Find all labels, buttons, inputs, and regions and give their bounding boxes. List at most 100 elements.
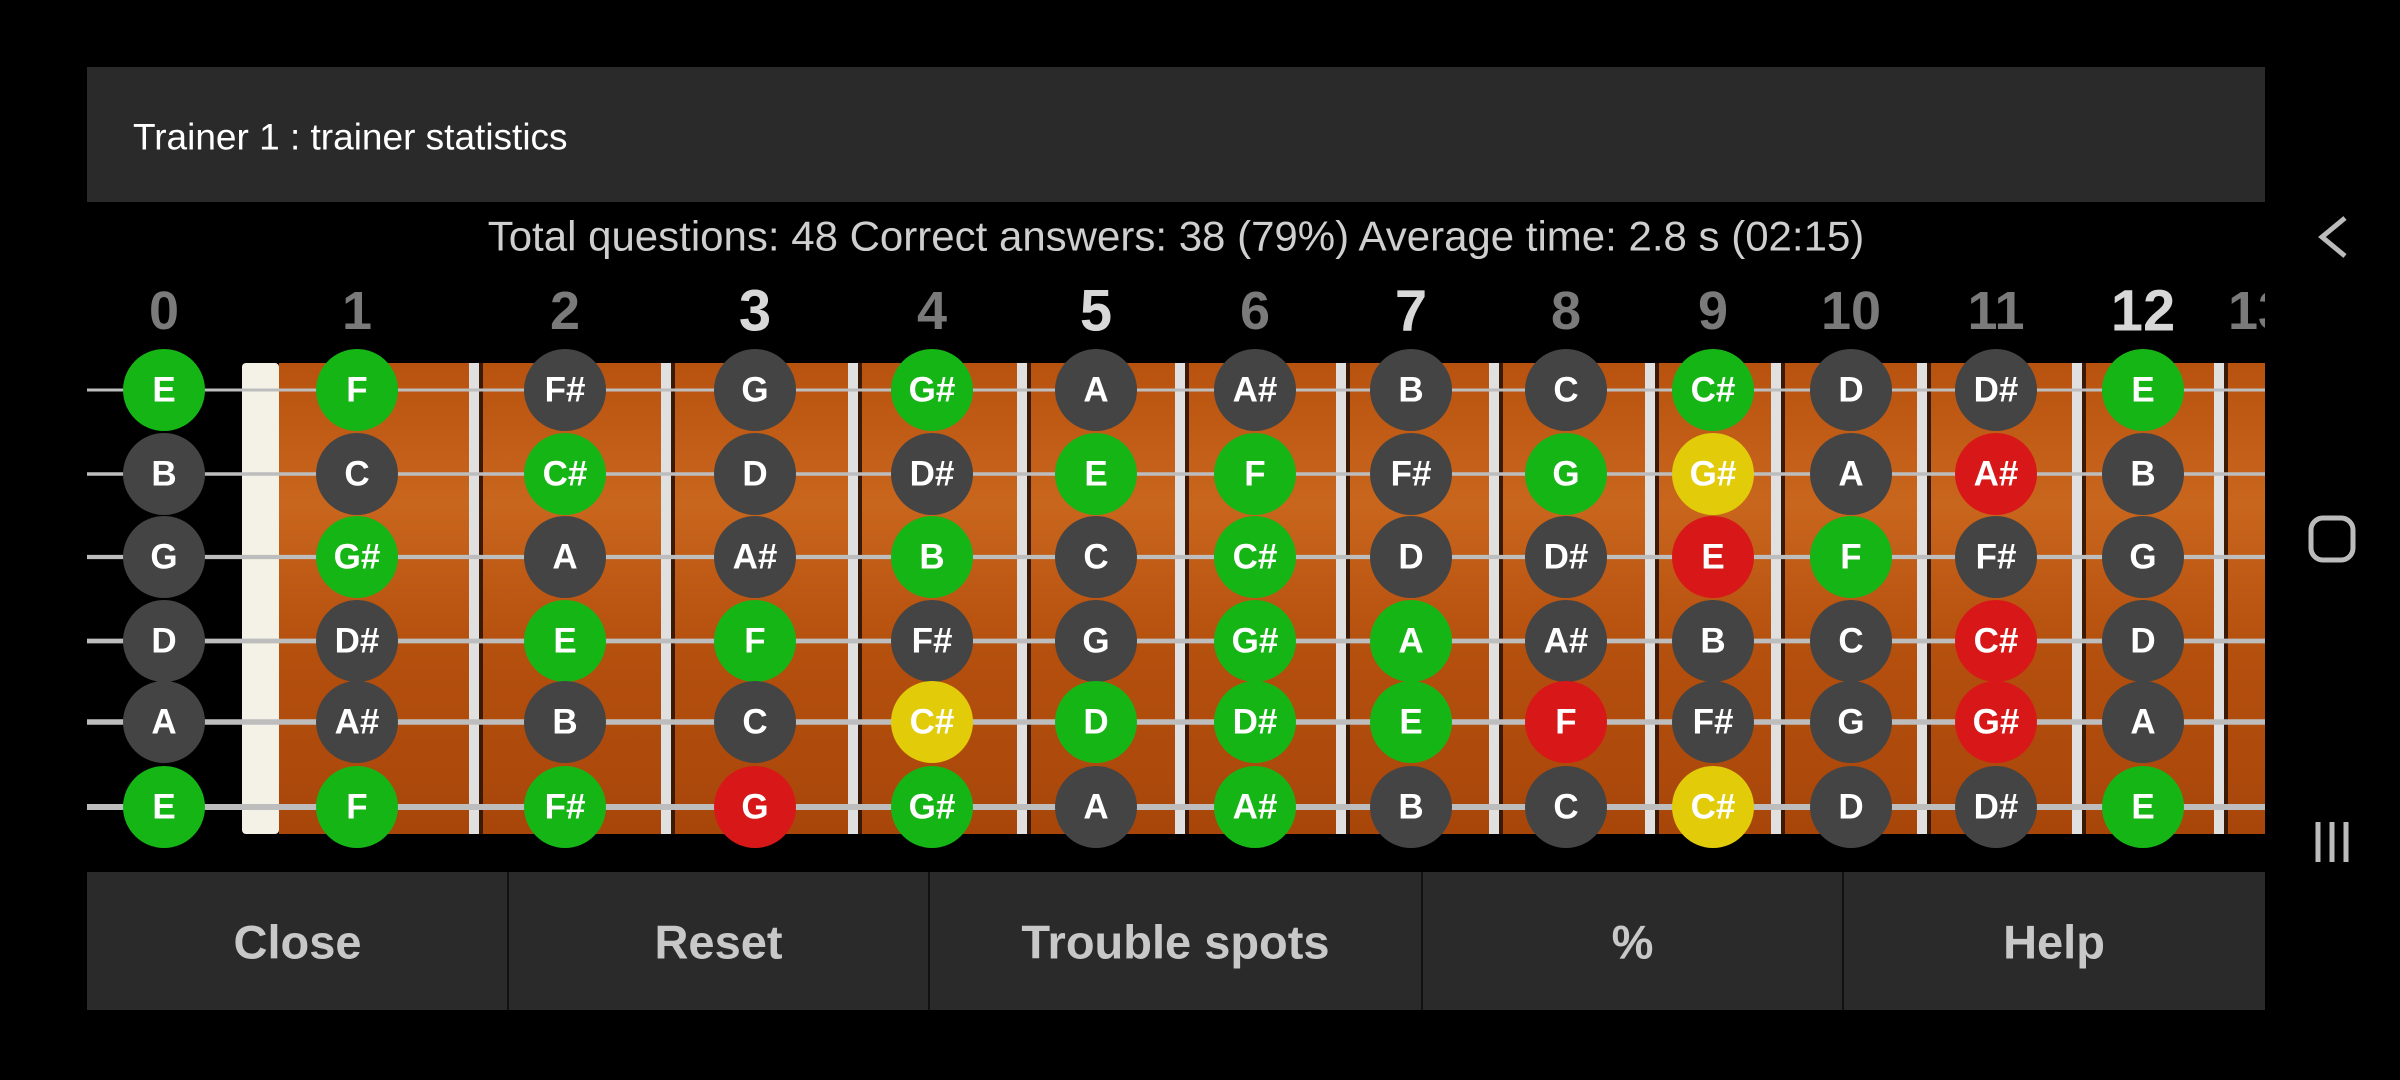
- note-dot[interactable]: [1672, 433, 1754, 515]
- note-label: E: [152, 371, 175, 410]
- note-dot[interactable]: [891, 349, 973, 431]
- note-dot[interactable]: [2102, 681, 2184, 763]
- note-dot[interactable]: [1214, 433, 1296, 515]
- note-dot[interactable]: [316, 600, 398, 682]
- note-dot[interactable]: [2102, 433, 2184, 515]
- note-dot[interactable]: [1370, 681, 1452, 763]
- note-dot[interactable]: [2102, 349, 2184, 431]
- note-dot[interactable]: [1810, 766, 1892, 848]
- note-dot[interactable]: [2102, 766, 2184, 848]
- note-label: B: [2130, 455, 2155, 494]
- note-dot[interactable]: [1955, 349, 2037, 431]
- note-dot[interactable]: [1214, 349, 1296, 431]
- note-dot[interactable]: [316, 349, 398, 431]
- button-label[interactable]: Reset: [654, 916, 782, 969]
- note-dot[interactable]: [524, 349, 606, 431]
- note-dot[interactable]: [1055, 600, 1137, 682]
- note-dot[interactable]: [316, 766, 398, 848]
- nav-recents[interactable]: [2315, 822, 2349, 862]
- note-dot[interactable]: [1810, 433, 1892, 515]
- note-dot[interactable]: [1525, 766, 1607, 848]
- note-dot[interactable]: [1214, 681, 1296, 763]
- note-dot[interactable]: [1525, 433, 1607, 515]
- note-dot[interactable]: [891, 681, 973, 763]
- note-dot[interactable]: [1525, 349, 1607, 431]
- note-dot[interactable]: [123, 600, 205, 682]
- note-dot[interactable]: [714, 433, 796, 515]
- note-dot[interactable]: [1810, 349, 1892, 431]
- note-dot[interactable]: [1525, 516, 1607, 598]
- note-dot[interactable]: [891, 516, 973, 598]
- note-dot[interactable]: [1055, 516, 1137, 598]
- note-dot[interactable]: [1955, 681, 2037, 763]
- fret-wire: [1917, 363, 1927, 834]
- note-dot[interactable]: [1055, 349, 1137, 431]
- note-label: F#: [545, 371, 586, 410]
- note-dot[interactable]: [1370, 433, 1452, 515]
- button[interactable]: [929, 872, 1422, 1010]
- note-dot[interactable]: [1055, 766, 1137, 848]
- note-dot[interactable]: [1214, 516, 1296, 598]
- note-dot[interactable]: [1370, 766, 1452, 848]
- note-dot[interactable]: [891, 433, 973, 515]
- note-dot[interactable]: [1810, 681, 1892, 763]
- nav-home[interactable]: [2308, 515, 2356, 563]
- note-label: D: [1838, 788, 1863, 827]
- note-dot[interactable]: [1955, 433, 2037, 515]
- note-dot[interactable]: [524, 766, 606, 848]
- note-dot[interactable]: [891, 766, 973, 848]
- note-dot[interactable]: [2102, 516, 2184, 598]
- button-label[interactable]: Trouble spots: [1021, 916, 1329, 969]
- note-dot[interactable]: [316, 681, 398, 763]
- button[interactable]: [1422, 872, 1843, 1010]
- note-dot[interactable]: [1810, 600, 1892, 682]
- note-dot[interactable]: [714, 600, 796, 682]
- button[interactable]: [87, 872, 508, 1010]
- note-dot[interactable]: [524, 433, 606, 515]
- note-label: B: [919, 538, 944, 577]
- note-dot[interactable]: [714, 766, 796, 848]
- note-dot[interactable]: [1370, 516, 1452, 598]
- note-dot[interactable]: [524, 516, 606, 598]
- note-dot[interactable]: [1055, 433, 1137, 515]
- note-label: C: [1838, 622, 1863, 661]
- note-dot[interactable]: [1055, 681, 1137, 763]
- note-dot[interactable]: [524, 681, 606, 763]
- note-dot[interactable]: [1214, 766, 1296, 848]
- note-dot[interactable]: [1214, 600, 1296, 682]
- note-dot[interactable]: [316, 516, 398, 598]
- button-label[interactable]: Close: [234, 916, 362, 969]
- note-dot[interactable]: [316, 433, 398, 515]
- button-label[interactable]: Help: [2003, 916, 2105, 969]
- note-dot[interactable]: [714, 349, 796, 431]
- note-dot[interactable]: [2102, 600, 2184, 682]
- nav-back[interactable]: [2318, 216, 2347, 258]
- note-dot[interactable]: [524, 600, 606, 682]
- note-dot[interactable]: [1955, 516, 2037, 598]
- note-dot[interactable]: [123, 681, 205, 763]
- note-dot[interactable]: [1672, 600, 1754, 682]
- button[interactable]: [508, 872, 929, 1010]
- note-dot[interactable]: [1955, 766, 2037, 848]
- note-dot[interactable]: [714, 681, 796, 763]
- button-label[interactable]: %: [1612, 916, 1654, 969]
- note-dot[interactable]: [1525, 681, 1607, 763]
- note-dot[interactable]: [123, 766, 205, 848]
- note-dot[interactable]: [891, 600, 973, 682]
- button[interactable]: [1843, 872, 2265, 1010]
- note-dot[interactable]: [123, 433, 205, 515]
- note-dot[interactable]: [1525, 600, 1607, 682]
- note-dot[interactable]: [1672, 681, 1754, 763]
- note-dot[interactable]: [1672, 349, 1754, 431]
- note-dot[interactable]: [1672, 766, 1754, 848]
- note-dot[interactable]: [123, 516, 205, 598]
- note-dot[interactable]: [714, 516, 796, 598]
- note-dot[interactable]: [1672, 516, 1754, 598]
- note-dot[interactable]: [1370, 600, 1452, 682]
- note-dot[interactable]: [1955, 600, 2037, 682]
- fret-wire: [661, 363, 671, 834]
- note-dot[interactable]: [1810, 516, 1892, 598]
- note-dot[interactable]: [1370, 349, 1452, 431]
- note-dot[interactable]: [123, 349, 205, 431]
